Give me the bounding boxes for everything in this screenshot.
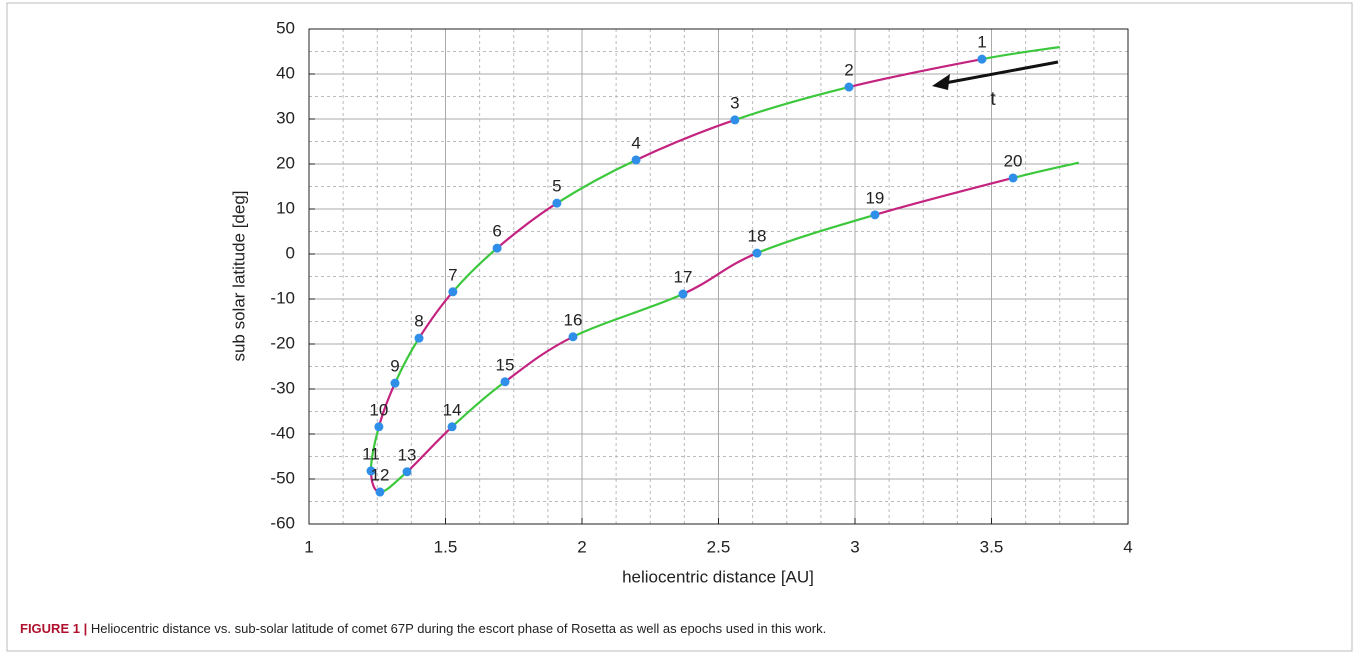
y-tick-label: 20 xyxy=(276,153,295,172)
curve-segment xyxy=(981,45,1060,61)
epoch-label: 10 xyxy=(369,400,388,419)
epoch-point xyxy=(568,332,578,342)
time-arrow xyxy=(944,60,1059,85)
epoch-point xyxy=(390,378,400,388)
epoch-label: 5 xyxy=(552,177,561,196)
curve-segment xyxy=(734,85,850,121)
y-tick-label: -60 xyxy=(270,513,295,532)
epoch-point xyxy=(552,198,562,208)
epoch-label: 20 xyxy=(1004,151,1023,170)
y-tick-label: -50 xyxy=(270,468,295,487)
epoch-point xyxy=(402,467,412,477)
epoch-label: 7 xyxy=(448,265,457,284)
y-tick-label: 10 xyxy=(276,198,295,217)
epoch-point xyxy=(1008,173,1018,183)
x-tick-label: 2 xyxy=(577,537,586,556)
epoch-label: 1 xyxy=(977,33,986,52)
epoch-label: 14 xyxy=(443,400,462,419)
y-tick-label: -30 xyxy=(270,378,295,397)
epoch-point xyxy=(492,243,502,253)
y-axis-label: sub solar latitude [deg] xyxy=(229,190,248,361)
epoch-label: 19 xyxy=(865,188,884,207)
epoch-label: 12 xyxy=(371,466,390,485)
y-tick-label: 40 xyxy=(276,63,295,82)
y-tick-label: 50 xyxy=(276,18,295,37)
y-tick-label: -20 xyxy=(270,333,295,352)
epoch-label: 8 xyxy=(414,312,423,331)
x-tick-label: 4 xyxy=(1123,537,1132,556)
epoch-point xyxy=(366,466,376,476)
time-arrowhead xyxy=(932,74,950,90)
curve-segment xyxy=(418,291,454,339)
epoch-point xyxy=(500,377,510,387)
curve-segment xyxy=(756,213,876,255)
epoch-point xyxy=(631,155,641,165)
epoch-label: 6 xyxy=(492,222,501,241)
epoch-label: 15 xyxy=(496,355,515,374)
y-tick-label: 30 xyxy=(276,108,295,127)
caption-text: Heliocentric distance vs. sub-solar lati… xyxy=(90,621,827,636)
annotation: t xyxy=(990,89,996,110)
epoch-point xyxy=(374,422,384,432)
epoch-label: 18 xyxy=(748,227,767,246)
grid: 1 1.5 2 2.5 3 3.5 4 -60 -50 -40 -30 -20 -10 0 10 20 30 40… xyxy=(270,18,1132,556)
x-tick-label: 3 xyxy=(850,537,859,556)
epoch-label: 2 xyxy=(844,61,853,80)
epoch-label: 9 xyxy=(390,357,399,376)
plot-frame xyxy=(308,28,1129,525)
curve-segment xyxy=(451,380,506,428)
curve-segment xyxy=(848,58,983,89)
caption-label: FIGURE 1 | xyxy=(20,621,88,636)
y-tick-label: -40 xyxy=(270,423,295,442)
curve-segment xyxy=(556,158,637,205)
epoch-point xyxy=(375,487,385,497)
x-tick-label: 3.5 xyxy=(980,537,1004,556)
epoch-label: 3 xyxy=(730,93,739,112)
epoch-label: 11 xyxy=(362,444,380,463)
curve-segment xyxy=(496,202,558,249)
y-tick-label: -10 xyxy=(270,288,295,307)
epoch-point xyxy=(977,54,987,64)
epoch-point xyxy=(752,248,762,258)
curve-segment xyxy=(682,252,758,296)
epoch-point xyxy=(448,287,458,297)
epoch-point xyxy=(870,210,880,220)
epoch-point xyxy=(730,115,740,125)
caption: FIGURE 1 | Heliocentric distance vs. sub… xyxy=(20,621,826,636)
epoch-label: 4 xyxy=(631,133,640,152)
curve-segment xyxy=(1012,161,1080,180)
x-axis-label: heliocentric distance [AU] xyxy=(622,567,814,586)
curve-segment xyxy=(635,118,736,161)
x-tick-label: 1.5 xyxy=(434,537,458,556)
curve-segment xyxy=(452,247,498,293)
epoch-label: 13 xyxy=(398,445,417,464)
curve-segment xyxy=(504,335,574,383)
epoch-point xyxy=(447,422,457,432)
figure-frame xyxy=(6,2,1353,652)
epoch-label: 17 xyxy=(674,268,693,287)
curve-segment xyxy=(874,176,1014,216)
x-tick-label: 1 xyxy=(304,537,313,556)
x-tick-label: 2.5 xyxy=(707,537,731,556)
y-tick-label: 0 xyxy=(286,243,295,262)
epoch-point xyxy=(678,289,688,299)
epoch-point xyxy=(414,333,424,343)
epoch-point xyxy=(844,82,854,92)
curve-segment xyxy=(572,293,684,338)
epoch-label: 16 xyxy=(564,310,583,329)
